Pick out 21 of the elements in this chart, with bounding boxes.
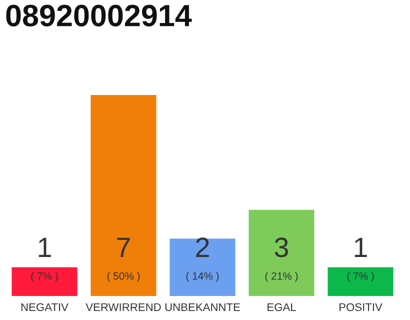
data-label: 2 (196, 238, 209, 257)
chart-title: 08920002914 (6, 4, 192, 26)
bar (248, 210, 314, 296)
x-tick-label: UNBEKANNTE (165, 303, 240, 312)
annotation: ( 14% ) (186, 272, 219, 282)
annotation: ( 50% ) (107, 272, 140, 282)
bar (170, 238, 236, 296)
bar (90, 95, 156, 296)
data-label: 3 (274, 238, 288, 258)
bar (328, 267, 394, 296)
data-label: 1 (38, 238, 51, 257)
bar (12, 267, 78, 296)
data-label: 7 (117, 238, 130, 257)
x-tick-label: NEGATIV (21, 303, 68, 312)
x-tick-label: POSITIV (339, 303, 382, 312)
annotation: ( 21% ) (265, 272, 298, 282)
annotation: ( 7% ) (31, 272, 58, 282)
data-label: 1 (354, 238, 367, 257)
x-tick-label: VERWIRREND (86, 303, 161, 311)
annotation: ( 7% ) (347, 272, 374, 282)
x-tick-label: EGAL (268, 303, 296, 312)
